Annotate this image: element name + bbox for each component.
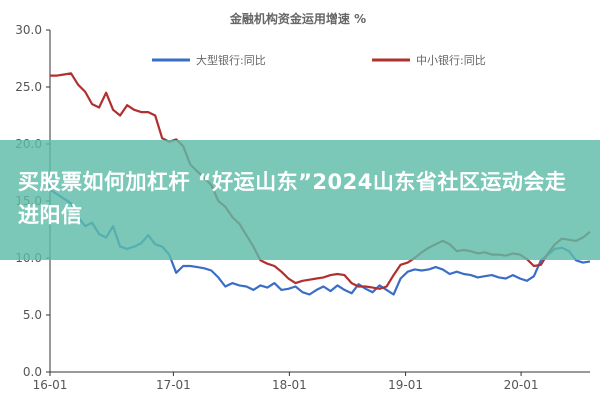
x-tick-label: 18-01 [272, 378, 307, 392]
x-tick-label: 16-01 [33, 378, 68, 392]
legend-label: 中小银行:同比 [416, 53, 486, 67]
headline-text[interactable]: 买股票如何加杠杆 “好运山东”2024山东省社区运动会走进阳信 [18, 170, 567, 227]
headline-banner[interactable]: 买股票如何加杠杆 “好运山东”2024山东省社区运动会走进阳信 [0, 140, 600, 260]
x-tick-label: 20-01 [504, 378, 539, 392]
x-tick-label: 19-01 [388, 378, 423, 392]
y-tick-label: 0.0 [23, 365, 42, 379]
x-tick-label: 17-01 [156, 378, 191, 392]
y-tick-label: 30.0 [15, 23, 42, 37]
legend: 大型银行:同比 中小银行:同比 [152, 53, 486, 67]
y-tick-label: 25.0 [15, 80, 42, 94]
y-tick-label: 5.0 [23, 308, 42, 322]
legend-label: 大型银行:同比 [196, 53, 266, 67]
chart-title: 金融机构资金运用增速 % [229, 11, 366, 26]
